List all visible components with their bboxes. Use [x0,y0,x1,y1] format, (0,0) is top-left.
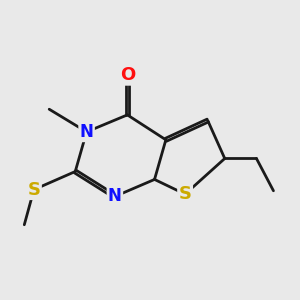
Text: S: S [178,185,192,203]
Text: N: N [108,188,122,206]
Text: O: O [120,66,135,84]
Text: S: S [27,181,40,199]
Text: N: N [80,123,94,141]
